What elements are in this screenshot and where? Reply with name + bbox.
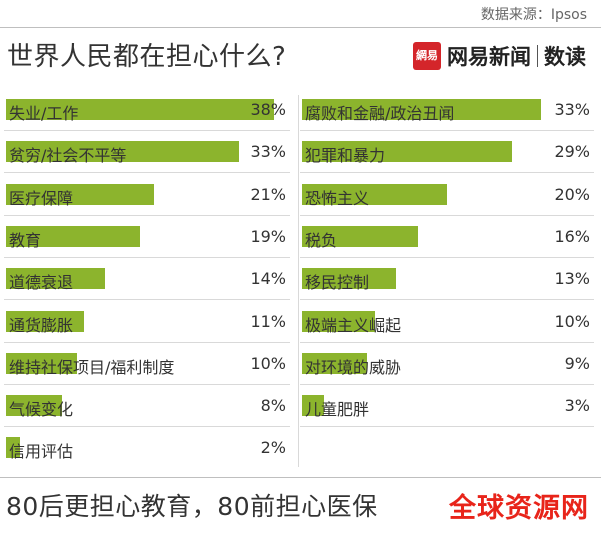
- row-separator: [300, 383, 594, 385]
- bar: [6, 395, 63, 417]
- value-label: 20%: [554, 184, 590, 204]
- bar: [302, 395, 324, 417]
- row-separator: [4, 130, 290, 131]
- bar: [6, 352, 77, 374]
- row-separator: [4, 341, 290, 343]
- netease-logo-brand: 网易新闻: [447, 45, 531, 69]
- category-label: 道德衰退: [9, 273, 74, 293]
- value-label: 33%: [554, 100, 590, 119]
- bar: [302, 225, 418, 247]
- bar-row: 儿童肥胖 3%: [302, 395, 592, 419]
- category-label: 贫穷/社会不平等: [9, 146, 127, 166]
- row-separator: [300, 130, 594, 131]
- value-label: 14%: [250, 269, 286, 289]
- row-separator: [4, 299, 290, 301]
- bar-row: 贫穷/社会不平等 33%: [6, 141, 288, 165]
- bar-row: 移民控制 13%: [302, 268, 592, 292]
- category-label: 对环境的威胁: [305, 357, 402, 377]
- value-label: 8%: [260, 396, 286, 416]
- value-label: 11%: [250, 311, 286, 331]
- bar: [6, 268, 105, 290]
- bar: [6, 310, 84, 332]
- category-label: 恐怖主义: [305, 188, 370, 208]
- bar-row: 犯罪和暴力 29%: [302, 141, 592, 165]
- bar: [6, 437, 21, 459]
- value-label: 3%: [564, 396, 590, 416]
- value-label: 33%: [250, 142, 286, 162]
- bar-chart-area: 失业/工作 38% 贫穷/社会不平等 33% 医疗保障 21% 教育 19% 道德衰退 14% 通货…: [0, 95, 601, 467]
- category-label: 通货膨胀: [9, 315, 74, 335]
- category-label: 极端主义崛起: [305, 315, 402, 335]
- category-label: 儿童肥胖: [305, 400, 370, 420]
- watermark-text: 全球资源网: [449, 493, 589, 524]
- bar-row: 通货膨胀 11%: [6, 310, 288, 335]
- netease-logo-sub: 数读: [544, 45, 586, 69]
- row-separator: [4, 214, 290, 216]
- category-label: 失业/工作: [9, 104, 79, 123]
- row-separator: [4, 383, 290, 385]
- bar-row: 税负 16%: [302, 225, 592, 250]
- bar-row: 腐败和金融/政治丑闻 33%: [302, 99, 592, 123]
- category-label: 移民控制: [305, 273, 370, 293]
- category-label: 教育: [9, 230, 42, 250]
- row-separator: [4, 256, 290, 258]
- bottom-divider: [0, 477, 601, 478]
- bar-row: 道德衰退 14%: [6, 268, 288, 292]
- bar: [6, 225, 140, 247]
- top-divider: [0, 27, 601, 28]
- value-label: 38%: [250, 100, 286, 119]
- row-separator: [300, 214, 594, 216]
- bar-row: 维持社保项目/福利制度 10%: [6, 352, 288, 377]
- netease-logo-badge: 網易: [413, 42, 441, 70]
- row-separator: [300, 172, 594, 174]
- bar: [302, 268, 397, 290]
- row-separator: [300, 256, 594, 258]
- value-label: 13%: [554, 269, 590, 289]
- value-label: 16%: [554, 226, 590, 246]
- value-label: 21%: [250, 184, 286, 204]
- category-label: 税负: [305, 230, 338, 250]
- value-label: 10%: [250, 353, 286, 373]
- row-separator: [4, 172, 290, 174]
- netease-logo: 網易 网易新闻 数读: [413, 41, 586, 71]
- row-separator: [4, 426, 290, 428]
- bar: [6, 99, 274, 120]
- value-label: 19%: [250, 226, 286, 246]
- source-note: 数据来源：Ipsos: [480, 7, 587, 23]
- bar-row: 极端主义崛起 10%: [302, 310, 592, 335]
- bar: [302, 352, 368, 374]
- category-label: 医疗保障: [9, 188, 74, 208]
- row-separator: [300, 426, 594, 428]
- value-label: 29%: [554, 142, 590, 162]
- row-separator: [300, 341, 594, 343]
- category-label: 犯罪和暴力: [305, 146, 386, 166]
- bar-row: 气候变化 8%: [6, 395, 288, 419]
- bar: [302, 141, 513, 163]
- bar: [302, 99, 542, 120]
- value-label: 2%: [260, 438, 286, 458]
- column-divider: [298, 95, 299, 467]
- bar: [6, 183, 155, 205]
- bar: [302, 183, 447, 205]
- footer-caption: 80后更担心教育，80前担心医保: [6, 492, 378, 521]
- logo-separator: [537, 45, 538, 67]
- value-label: 9%: [564, 353, 590, 373]
- bar-row: 医疗保障 21%: [6, 183, 288, 208]
- value-label: 10%: [554, 311, 590, 331]
- category-label: 维持社保项目/福利制度: [9, 357, 175, 377]
- bar: [6, 141, 239, 163]
- bar-row: 信用评估 2%: [6, 437, 288, 461]
- category-label: 气候变化: [9, 400, 74, 420]
- bar: [302, 310, 375, 332]
- bar-row: 失业/工作 38%: [6, 99, 288, 123]
- bar-row: 恐怖主义 20%: [302, 183, 592, 208]
- category-label: 腐败和金融/政治丑闻: [305, 104, 455, 123]
- bar-row: 教育 19%: [6, 225, 288, 250]
- category-label: 信用评估: [9, 442, 74, 462]
- bar-row: 对环境的威胁 9%: [302, 352, 592, 377]
- row-separator: [300, 299, 594, 301]
- chart-title: 世界人民都在担心什么?: [7, 42, 287, 72]
